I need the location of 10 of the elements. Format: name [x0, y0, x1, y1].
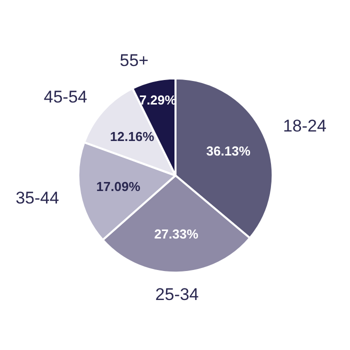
slice-label: 55+ [120, 51, 149, 70]
slice-label: 35-44 [16, 188, 60, 208]
data-label: 7.29% [139, 92, 177, 108]
slice-label: 45-54 [44, 87, 88, 106]
slice-label: 18-24 [282, 116, 326, 136]
data-label: 17.09% [96, 178, 141, 194]
data-label: 27.33% [154, 226, 199, 242]
slice-label: 25-34 [155, 285, 199, 304]
data-label: 12.16% [110, 129, 155, 144]
data-label: 36.13% [206, 143, 251, 158]
